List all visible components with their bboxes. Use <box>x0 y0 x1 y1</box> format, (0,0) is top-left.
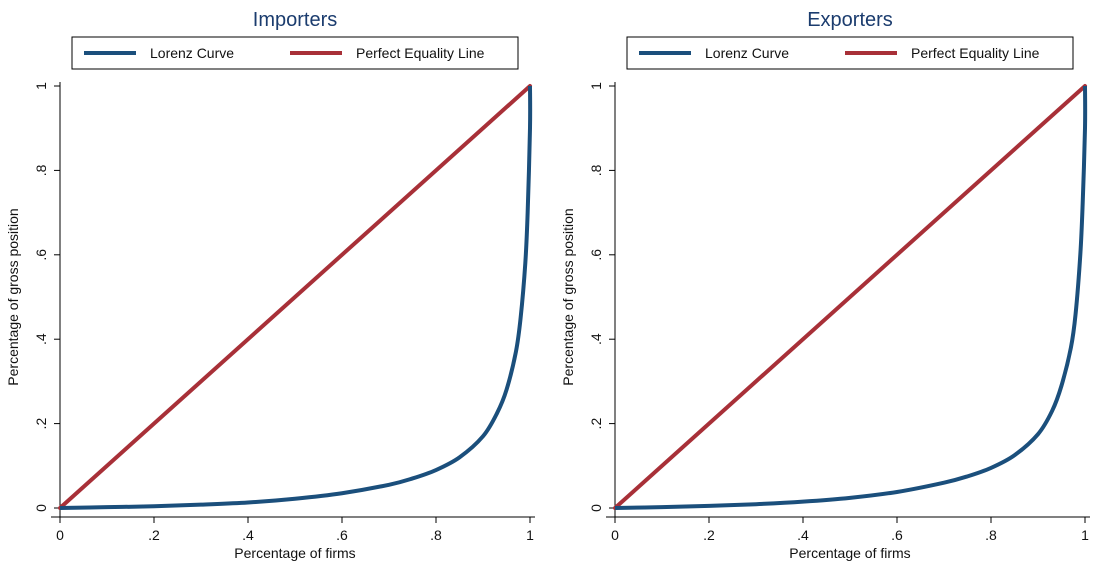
exporters-legend-label-lorenz: Lorenz Curve <box>705 45 789 61</box>
exporters-y-tick-label: 0 <box>588 504 604 512</box>
exporters-y-tick-label: .6 <box>588 249 604 261</box>
importers-y-tick-label: .8 <box>33 164 49 176</box>
importers-y-tick-label: .4 <box>33 333 49 345</box>
exporters-y-tick-label: .4 <box>588 333 604 345</box>
exporters-x-axis-label: Percentage of firms <box>789 545 910 561</box>
importers-y-tick-label: .2 <box>33 418 49 430</box>
importers-x-tick-label: .2 <box>148 527 160 543</box>
importers-y-tick-label: 1 <box>33 82 49 90</box>
exporters-lorenz-curve <box>614 85 1088 510</box>
importers-y-axis-label: Percentage of gross position <box>5 208 21 385</box>
importers-chart: Importers Lorenz Curve Perfect Equality Li… <box>5 9 535 561</box>
exporters-legend-label-equality: Perfect Equality Line <box>911 45 1040 61</box>
exporters-x-tick-label: .2 <box>703 527 715 543</box>
importers-y-tick-label: 0 <box>33 504 49 512</box>
exporters-chart: Exporters Lorenz Curve Perfect Equality Li… <box>560 9 1090 561</box>
importers-x-axis-label: Percentage of firms <box>234 545 355 561</box>
importers-legend-label-lorenz: Lorenz Curve <box>150 45 234 61</box>
exporters-x-tick-label: .8 <box>985 527 997 543</box>
importers-equality-line <box>58 84 532 510</box>
importers-legend-label-equality: Perfect Equality Line <box>356 45 485 61</box>
exporters-chart-title: Exporters <box>807 9 893 31</box>
importers-chart-panel: Importers Lorenz Curve Perfect Equality Li… <box>5 9 535 561</box>
exporters-x-tick-label: 1 <box>1081 527 1089 543</box>
importers-chart-title: Importers <box>253 9 337 31</box>
exporters-y-tick-label: .2 <box>588 418 604 430</box>
importers-x-tick-label: .8 <box>430 527 442 543</box>
exporters-y-tick-label: .8 <box>588 164 604 176</box>
importers-x-tick-label: 1 <box>526 527 534 543</box>
importers-lorenz-curve <box>59 85 533 510</box>
exporters-y-tick-label: 1 <box>588 82 604 90</box>
exporters-x-tick-label: 0 <box>611 527 619 543</box>
importers-x-tick-label: .4 <box>242 527 254 543</box>
importers-y-tick-label: .6 <box>33 249 49 261</box>
exporters-y-axis-label: Percentage of gross position <box>560 208 576 385</box>
exporters-x-tick-label: .4 <box>797 527 809 543</box>
importers-x-tick-label: 0 <box>56 527 64 543</box>
importers-x-tick-label: .6 <box>336 527 348 543</box>
exporters-chart-panel: Exporters Lorenz Curve Perfect Equality Li… <box>555 0 1109 566</box>
exporters-x-tick-label: .6 <box>891 527 903 543</box>
exporters-equality-line <box>613 84 1087 510</box>
